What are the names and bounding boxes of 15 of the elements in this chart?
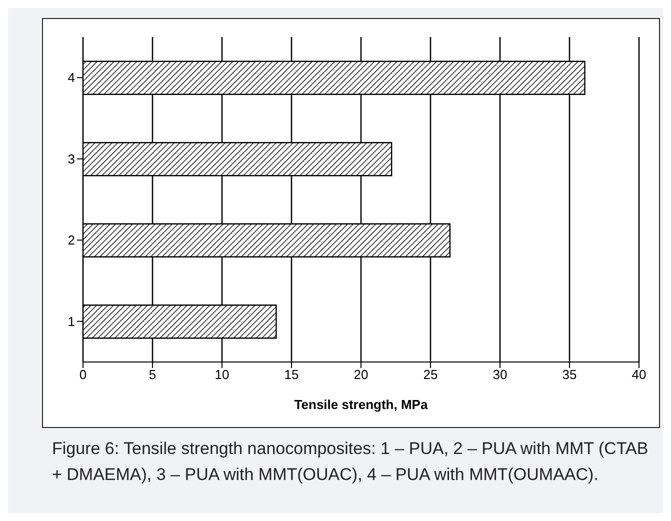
x-tick-label: 30 <box>492 367 508 382</box>
x-tick-label: 5 <box>148 367 156 382</box>
x-tick-label: 25 <box>423 367 438 382</box>
x-tick-label: 0 <box>79 367 87 382</box>
x-tick-label: 40 <box>632 367 646 382</box>
x-axis-title: Tensile strength, MPa <box>294 397 428 412</box>
x-tick-label: 35 <box>562 367 577 382</box>
x-tick-label: 10 <box>214 367 230 382</box>
y-tick-label: 1 <box>68 314 75 329</box>
caption: Figure 6: Tensile strength nanocomposites: 1 – PUA, 2 – PUA with MMT (CTAB + DMAEMA), 3 – PUA with MMT(OUAC), 4 – PUA with MMT(OUMAAC). <box>52 438 650 486</box>
y-tick-label: 3 <box>68 151 75 166</box>
y-tick-label: 4 <box>68 70 75 86</box>
x-tick-label: 20 <box>354 367 368 382</box>
x-tick-label: 15 <box>284 367 299 382</box>
y-tick-label: 2 <box>68 232 75 248</box>
